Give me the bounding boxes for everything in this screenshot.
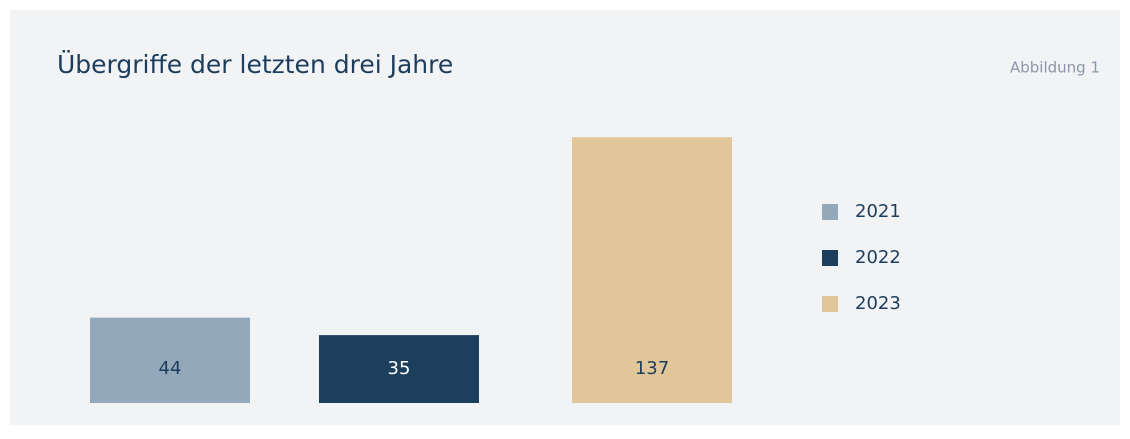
bar-value-label: 44 bbox=[159, 358, 182, 379]
chart-title: Übergriffe der letzten drei Jahre bbox=[57, 50, 453, 79]
bar-value-label: 137 bbox=[635, 358, 669, 379]
legend-swatch bbox=[822, 296, 838, 312]
legend-label: 2023 bbox=[855, 293, 901, 314]
bar-value-label: 35 bbox=[388, 358, 411, 379]
legend-label: 2022 bbox=[855, 247, 901, 268]
bar bbox=[319, 335, 479, 403]
legend-label: 2021 bbox=[855, 201, 901, 222]
figure-label: Abbildung 1 bbox=[1010, 59, 1100, 77]
bar bbox=[90, 317, 250, 403]
bar bbox=[572, 137, 732, 403]
legend-swatch bbox=[822, 250, 838, 266]
legend-swatch bbox=[822, 204, 838, 220]
